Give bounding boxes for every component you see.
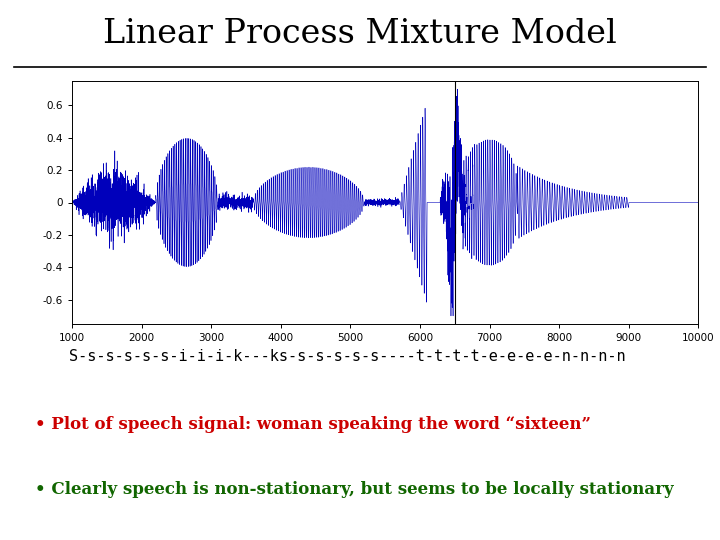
Text: • Clearly speech is non-stationary, but seems to be locally stationary: • Clearly speech is non-stationary, but … bbox=[35, 481, 674, 498]
Text: Linear Process Mixture Model: Linear Process Mixture Model bbox=[103, 17, 617, 50]
Text: • Plot of speech signal: woman speaking the word “sixteen”: • Plot of speech signal: woman speaking … bbox=[35, 416, 591, 433]
Text: S-s-s-s-s-s-i-i-i-k---ks-s-s-s-s-s----t-t-t-t-e-e-e-e-n-n-n-n: S-s-s-s-s-s-i-i-i-k---ks-s-s-s-s-s----t-… bbox=[69, 349, 626, 364]
